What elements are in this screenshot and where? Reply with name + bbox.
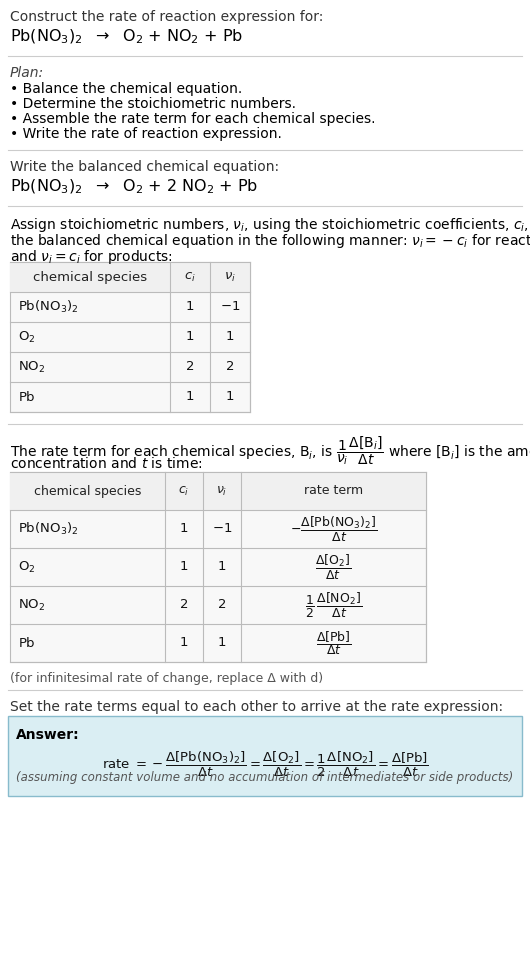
- Text: $c_i$: $c_i$: [179, 484, 190, 498]
- Text: • Balance the chemical equation.: • Balance the chemical equation.: [10, 82, 242, 96]
- Text: $\mathrm{Pb(NO_3)_2}$  $\rightarrow$  $\mathrm{O_2}$ + 2 $\mathrm{NO_2}$ + $\mat: $\mathrm{Pb(NO_3)_2}$ $\rightarrow$ $\ma…: [10, 178, 258, 196]
- Text: • Assemble the rate term for each chemical species.: • Assemble the rate term for each chemic…: [10, 112, 375, 126]
- Text: $\mathrm{Pb(NO_3)_2}$: $\mathrm{Pb(NO_3)_2}$: [18, 521, 78, 537]
- Text: (for infinitesimal rate of change, replace Δ with d): (for infinitesimal rate of change, repla…: [10, 672, 323, 685]
- Text: chemical species: chemical species: [33, 270, 147, 283]
- Text: Construct the rate of reaction expression for:: Construct the rate of reaction expressio…: [10, 10, 323, 24]
- Text: 1: 1: [186, 301, 195, 313]
- Text: 2: 2: [180, 598, 188, 612]
- Text: $\mathrm{O_2}$: $\mathrm{O_2}$: [18, 559, 36, 575]
- Text: concentration and $t$ is time:: concentration and $t$ is time:: [10, 456, 202, 471]
- Text: Set the rate terms equal to each other to arrive at the rate expression:: Set the rate terms equal to each other t…: [10, 700, 503, 714]
- Text: • Determine the stoichiometric numbers.: • Determine the stoichiometric numbers.: [10, 97, 296, 111]
- Text: and $\nu_i = c_i$ for products:: and $\nu_i = c_i$ for products:: [10, 248, 173, 266]
- Text: 2: 2: [218, 598, 226, 612]
- Text: $\mathrm{NO_2}$: $\mathrm{NO_2}$: [18, 359, 46, 375]
- Text: Answer:: Answer:: [16, 728, 80, 742]
- FancyBboxPatch shape: [8, 716, 522, 796]
- Text: 1: 1: [218, 560, 226, 574]
- Text: 1: 1: [226, 331, 234, 344]
- Text: $\mathrm{Pb}$: $\mathrm{Pb}$: [18, 390, 36, 404]
- Text: The rate term for each chemical species, B$_i$, is $\dfrac{1}{\nu_i}\dfrac{\Delt: The rate term for each chemical species,…: [10, 434, 530, 467]
- Text: 2: 2: [186, 360, 195, 374]
- Text: chemical species: chemical species: [34, 484, 141, 498]
- Text: 1: 1: [226, 390, 234, 403]
- Text: $\dfrac{\Delta[\mathrm{O_2}]}{\Delta t}$: $\dfrac{\Delta[\mathrm{O_2}]}{\Delta t}$: [315, 552, 351, 582]
- Text: the balanced chemical equation in the following manner: $\nu_i = -c_i$ for react: the balanced chemical equation in the fo…: [10, 232, 530, 250]
- Text: Plan:: Plan:: [10, 66, 44, 80]
- Text: 1: 1: [180, 522, 188, 536]
- Text: $\nu_i$: $\nu_i$: [216, 484, 228, 498]
- Text: $\mathrm{Pb(NO_3)_2}$  $\rightarrow$  $\mathrm{O_2}$ + $\mathrm{NO_2}$ + $\mathr: $\mathrm{Pb(NO_3)_2}$ $\rightarrow$ $\ma…: [10, 28, 243, 47]
- Bar: [10, 262, 250, 412]
- Text: rate term: rate term: [304, 484, 363, 498]
- Text: Assign stoichiometric numbers, $\nu_i$, using the stoichiometric coefficients, $: Assign stoichiometric numbers, $\nu_i$, …: [10, 216, 530, 234]
- Text: • Write the rate of reaction expression.: • Write the rate of reaction expression.: [10, 127, 282, 141]
- Text: $\dfrac{\Delta[\mathrm{Pb}]}{\Delta t}$: $\dfrac{\Delta[\mathrm{Pb}]}{\Delta t}$: [315, 630, 351, 657]
- Text: 1: 1: [186, 331, 195, 344]
- Bar: [10, 262, 250, 292]
- Text: $-1$: $-1$: [212, 522, 232, 536]
- Bar: [10, 472, 426, 510]
- Bar: [10, 472, 426, 662]
- Text: 2: 2: [226, 360, 234, 374]
- Text: 1: 1: [218, 636, 226, 649]
- Text: 1: 1: [186, 390, 195, 403]
- Text: rate $= -\dfrac{\Delta[\mathrm{Pb(NO_3)_2}]}{\Delta t} = \dfrac{\Delta[\mathrm{O: rate $= -\dfrac{\Delta[\mathrm{Pb(NO_3)_…: [102, 750, 428, 779]
- Text: $\mathrm{O_2}$: $\mathrm{O_2}$: [18, 330, 36, 345]
- Text: $\nu_i$: $\nu_i$: [224, 270, 236, 284]
- Text: $-\dfrac{\Delta[\mathrm{Pb(NO_3)_2}]}{\Delta t}$: $-\dfrac{\Delta[\mathrm{Pb(NO_3)_2}]}{\D…: [290, 514, 377, 544]
- Text: $\mathrm{Pb}$: $\mathrm{Pb}$: [18, 636, 36, 650]
- Text: $\mathrm{Pb(NO_3)_2}$: $\mathrm{Pb(NO_3)_2}$: [18, 299, 78, 315]
- Text: $-1$: $-1$: [220, 301, 240, 313]
- Text: $c_i$: $c_i$: [184, 270, 196, 284]
- Text: Write the balanced chemical equation:: Write the balanced chemical equation:: [10, 160, 279, 174]
- Text: $\dfrac{1}{2}\,\dfrac{\Delta[\mathrm{NO_2}]}{\Delta t}$: $\dfrac{1}{2}\,\dfrac{\Delta[\mathrm{NO_…: [305, 590, 362, 620]
- Text: 1: 1: [180, 560, 188, 574]
- Text: (assuming constant volume and no accumulation of intermediates or side products): (assuming constant volume and no accumul…: [16, 771, 513, 784]
- Text: 1: 1: [180, 636, 188, 649]
- Text: $\mathrm{NO_2}$: $\mathrm{NO_2}$: [18, 597, 46, 613]
